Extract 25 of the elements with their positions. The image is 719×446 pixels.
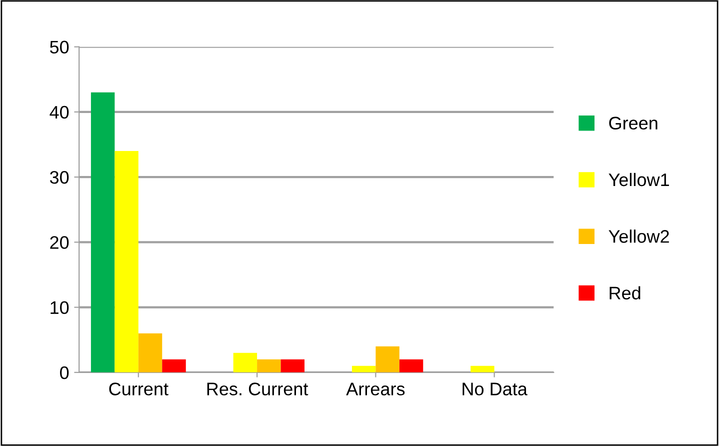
bar — [376, 346, 400, 372]
x-tick-label: Arrears — [346, 382, 405, 396]
bar — [257, 359, 281, 372]
bar — [352, 366, 376, 372]
x-tick-label: Current — [109, 382, 168, 396]
bar — [470, 366, 494, 372]
bar — [280, 359, 304, 372]
y-tick-label: 10 — [50, 301, 69, 314]
y-tick-label: 30 — [50, 170, 69, 184]
bar — [114, 151, 138, 372]
x-tick-label: Res. Current — [207, 382, 308, 396]
bar — [233, 352, 258, 372]
bar — [138, 333, 162, 372]
bar — [162, 359, 186, 372]
legend-label: Red — [610, 286, 640, 300]
legend-label: Yellow1 — [608, 172, 669, 186]
x-tick-label: No Data — [462, 382, 528, 396]
legend-label: Green — [609, 116, 658, 130]
y-tick-label: 20 — [50, 236, 69, 249]
y-tick-label: 40 — [50, 106, 69, 119]
bar — [90, 92, 115, 372]
y-tick-label: 50 — [50, 40, 69, 54]
legend-label: Yellow2 — [608, 230, 669, 243]
y-tick-label: 0 — [60, 366, 69, 380]
bar — [399, 359, 424, 372]
